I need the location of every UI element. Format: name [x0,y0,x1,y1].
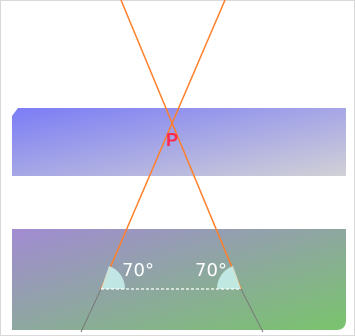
angle-label-left: 70° [122,260,154,281]
lower-band [12,229,346,330]
left-angle-marker [101,266,126,289]
angle-label-right: 70° [195,260,227,281]
right-ray-extension [240,288,264,333]
left-ray [120,0,242,290]
right-angle-marker [216,266,241,289]
right-ray [100,0,226,290]
point-label-p: P [166,130,178,150]
left-ray-extension [80,288,102,333]
upper-band [12,108,346,176]
